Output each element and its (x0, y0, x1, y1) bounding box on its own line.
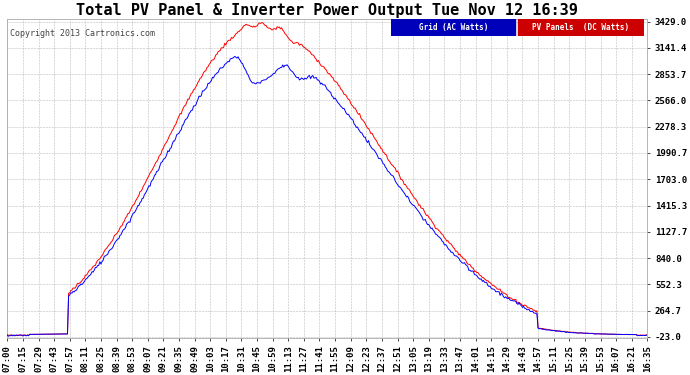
Title: Total PV Panel & Inverter Power Output Tue Nov 12 16:39: Total PV Panel & Inverter Power Output T… (77, 3, 578, 18)
Text: Copyright 2013 Cartronics.com: Copyright 2013 Cartronics.com (10, 28, 155, 38)
